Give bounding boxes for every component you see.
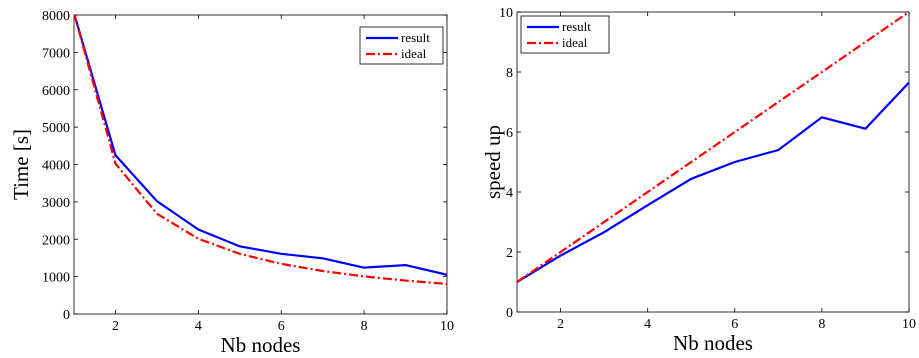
y-tick-label: 7000 — [42, 46, 70, 61]
legend-label-result: result — [401, 30, 430, 45]
y-tick-label: 0 — [506, 306, 513, 321]
y-tick-label: 2000 — [42, 233, 70, 248]
axes-frame — [516, 11, 910, 313]
x-tick-label: 4 — [644, 317, 651, 332]
x-axis-label: Nb nodes — [673, 331, 753, 355]
y-tick-label: 5000 — [42, 121, 70, 136]
y-axis-label: Time [s] — [9, 129, 33, 200]
legend-label-ideal: ideal — [562, 35, 588, 50]
legend-box — [359, 26, 444, 65]
x-tick-label: 8 — [818, 317, 825, 332]
y-tick-label: 4000 — [42, 159, 70, 174]
x-tick-label: 2 — [112, 319, 119, 334]
x-axis-label: Nb nodes — [221, 333, 301, 357]
series-line-ideal — [74, 15, 447, 286]
y-tick-label: 1000 — [42, 271, 70, 286]
y-tick-label: 6 — [506, 126, 513, 141]
y-tick-label: 3000 — [42, 196, 70, 211]
series-line-result — [517, 81, 909, 283]
x-tick-label: 4 — [195, 319, 202, 334]
x-tick-label: 8 — [361, 319, 368, 334]
y-tick-label: 2 — [506, 246, 513, 261]
legend-box — [520, 15, 610, 54]
time-chart: 2 4 6 8 10 0 1000 2000 3000 4000 5000 6000 7000 8000 N… — [9, 9, 454, 357]
y-tick-label: 0 — [63, 308, 70, 323]
x-tick-label: 6 — [278, 319, 285, 334]
x-tick-label: 2 — [557, 317, 564, 332]
x-tick-label: 6 — [731, 317, 738, 332]
y-tick-label: 8 — [506, 66, 513, 81]
y-tick-label: 10 — [499, 6, 513, 21]
x-tick-label: 10 — [440, 319, 454, 334]
legend-label-result: result — [562, 19, 591, 34]
x-tick-label: 10 — [902, 317, 916, 332]
y-tick-label: 4 — [506, 186, 513, 201]
series-line-ideal — [517, 12, 909, 283]
y-axis-label: speed up — [481, 125, 505, 199]
series-line-result — [74, 15, 447, 276]
y-tick-label: 6000 — [42, 84, 70, 99]
y-tick-label: 8000 — [42, 9, 70, 24]
legend-label-ideal: ideal — [401, 46, 427, 61]
